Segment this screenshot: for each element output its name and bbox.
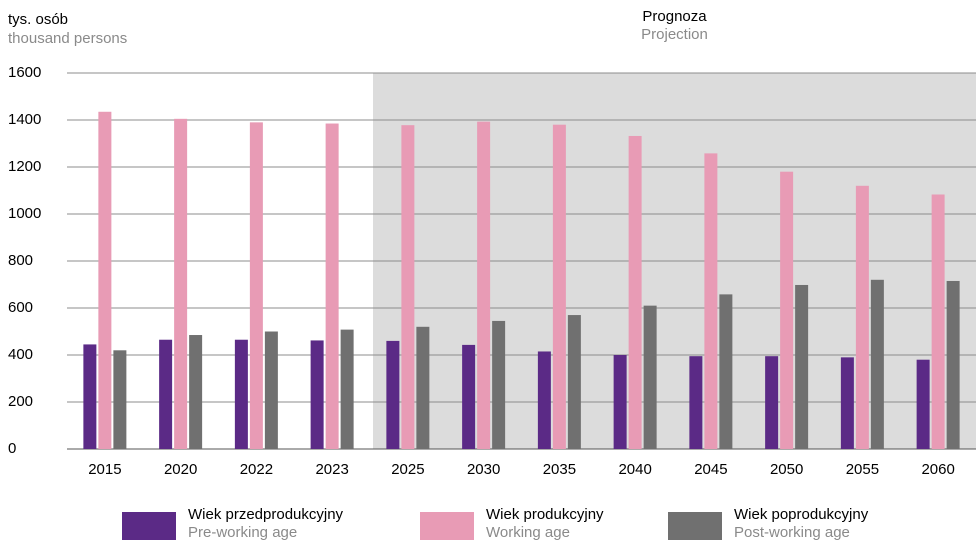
x-tick-label: 2055: [846, 461, 879, 478]
bar: [628, 135, 642, 450]
bar: [567, 315, 581, 449]
bar: [689, 356, 703, 449]
y-tick-label: 200: [8, 393, 33, 410]
bar: [704, 153, 718, 449]
x-tick-label: 2015: [88, 461, 121, 478]
y-axis-label: tys. osób: [8, 11, 68, 28]
bar: [401, 125, 415, 450]
legend-swatch: [122, 512, 176, 540]
legend-label: Wiek przedprodukcyjny: [188, 506, 344, 523]
x-tick-label: 2020: [164, 461, 197, 478]
y-tick-label: 400: [8, 346, 33, 363]
bar: [795, 284, 809, 449]
bar: [189, 335, 203, 449]
legend-swatch: [420, 512, 474, 540]
legend-label-en: Working age: [486, 524, 570, 541]
x-tick-label: 2045: [694, 461, 727, 478]
y-tick-label: 1400: [8, 111, 41, 128]
bar: [765, 356, 779, 449]
y-tick-label: 600: [8, 299, 33, 316]
x-tick-label: 2023: [315, 461, 348, 478]
projection-label-en: Projection: [641, 26, 708, 43]
y-tick-label: 1600: [8, 64, 41, 81]
bar: [613, 355, 627, 449]
x-tick-label: 2035: [543, 461, 576, 478]
bar: [780, 171, 794, 449]
bar: [340, 329, 354, 449]
projection-label: Prognoza: [642, 8, 707, 25]
bar: [552, 124, 566, 449]
bar: [840, 357, 854, 449]
y-tick-label: 1200: [8, 158, 41, 175]
bar: [931, 194, 945, 449]
bar: [492, 320, 506, 449]
bar: [946, 280, 960, 449]
bar: [310, 340, 324, 449]
bar: [916, 359, 930, 449]
bar: [264, 331, 278, 449]
y-axis-label-en: thousand persons: [8, 30, 127, 47]
x-tick-label: 2030: [467, 461, 500, 478]
x-tick-label: 2050: [770, 461, 803, 478]
bar: [234, 339, 248, 449]
bar: [174, 118, 188, 449]
legend-label: Wiek poprodukcyjny: [734, 506, 869, 523]
x-tick-label: 2022: [240, 461, 273, 478]
y-tick-label: 800: [8, 252, 33, 269]
legend-label-en: Post-working age: [734, 524, 850, 541]
bar: [159, 339, 173, 449]
bar: [416, 326, 430, 449]
bar: [386, 340, 400, 449]
x-tick-label: 2060: [921, 461, 954, 478]
bar: [98, 111, 112, 450]
bar: [477, 121, 491, 450]
legend-label: Wiek produkcyjny: [486, 506, 604, 523]
x-tick-label: 2025: [391, 461, 424, 478]
bar: [870, 279, 884, 449]
bar: [83, 344, 97, 449]
y-tick-label: 0: [8, 440, 16, 457]
x-tick-label: 2040: [618, 461, 651, 478]
bar: [537, 351, 551, 449]
bar: [719, 294, 733, 449]
bar: [462, 344, 476, 449]
bar: [113, 350, 127, 449]
legend-swatch: [668, 512, 722, 540]
legend-label-en: Pre-working age: [188, 524, 297, 541]
bar: [855, 185, 869, 450]
y-tick-label: 1000: [8, 205, 41, 222]
bar: [643, 305, 657, 449]
bar: [249, 122, 263, 449]
bar: [325, 123, 339, 450]
